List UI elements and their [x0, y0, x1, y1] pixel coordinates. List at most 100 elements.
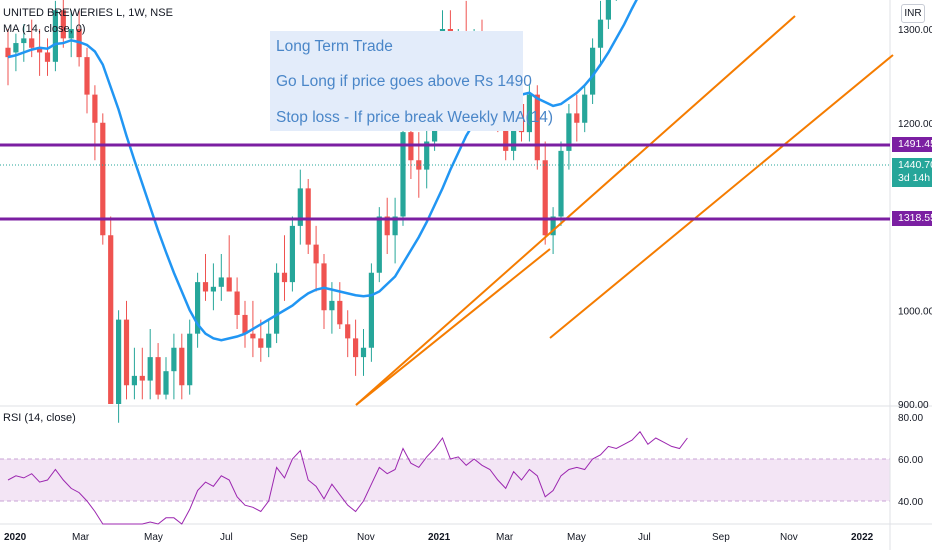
candle-body [84, 57, 90, 95]
price-tick-label: 1300.00 [898, 25, 932, 36]
candle-body [534, 94, 540, 161]
candle-body [218, 277, 224, 287]
ma-line [7, 0, 638, 342]
rsi-indicator-label[interactable]: RSI (14, close) [3, 412, 76, 424]
rsi-tick-label: 80.00 [898, 413, 923, 424]
time-tick-label: Sep [712, 532, 730, 543]
candle-body [392, 216, 398, 236]
candle-body [582, 94, 588, 123]
time-tick-label: May [567, 532, 586, 543]
candle-body [266, 333, 272, 348]
time-tick-label: Mar [72, 532, 90, 543]
time-tick-label: Nov [780, 532, 798, 543]
candle-body [202, 282, 209, 292]
candle-body [329, 300, 335, 311]
candle-body [116, 319, 122, 404]
note-line-1: Long Term Trade [276, 38, 393, 55]
candle-body [250, 333, 256, 339]
resistance-price-tag: 1491.45 [892, 137, 932, 152]
candle-body [226, 277, 232, 292]
price-tick-label: 1200.00 [898, 119, 932, 130]
candle-body [163, 371, 169, 395]
price-tick-label: 900.00 [898, 400, 929, 411]
candle-body [566, 113, 572, 151]
candle-body [424, 141, 430, 170]
candle-body [147, 357, 153, 381]
candle-body [360, 347, 367, 358]
candle-body [368, 272, 374, 348]
channel-base [355, 248, 551, 406]
rsi-line [7, 430, 688, 525]
candle-body [400, 132, 406, 217]
time-tick-label: Jul [220, 532, 233, 543]
candle-body [558, 150, 564, 217]
bar-countdown: 3d 14h [898, 172, 931, 184]
rsi-tick-label: 60.00 [898, 455, 923, 466]
candle-body [503, 122, 509, 151]
candle-body [313, 244, 319, 264]
candle-body [5, 47, 11, 58]
channel-upper [355, 15, 796, 406]
candle-body [234, 291, 240, 315]
channel-lower [549, 54, 894, 339]
ma-indicator-label[interactable]: MA (14, close, 0) [3, 23, 86, 35]
candle-body [258, 338, 264, 348]
candle-body [242, 314, 248, 334]
note-line-3: Stop loss - If price break Weekly MA(14) [276, 109, 554, 126]
candle-body [210, 286, 216, 292]
candle-body [597, 19, 604, 48]
candle-body [574, 113, 580, 123]
candle-body [550, 216, 556, 236]
candle-body [526, 94, 532, 133]
time-tick-label: Nov [357, 532, 375, 543]
time-tick-label: Mar [496, 532, 514, 543]
candle-body [416, 160, 422, 170]
time-tick-label: 2021 [428, 532, 451, 543]
currency-button[interactable]: INR [901, 4, 925, 23]
last-price-value: 1440.70 [898, 159, 932, 171]
candle-body [353, 338, 359, 358]
candle-body [605, 0, 611, 20]
candle-body [37, 47, 43, 53]
candle-body [108, 235, 114, 404]
candle-body [60, 10, 66, 39]
candle-body [131, 375, 137, 386]
time-tick-label: Sep [290, 532, 308, 543]
candle-body [195, 282, 201, 334]
candle-body [139, 375, 145, 381]
candle-body [187, 333, 193, 386]
time-tick-label: May [144, 532, 163, 543]
trade-note-box [270, 31, 523, 131]
candle-body [100, 122, 106, 236]
note-line-2: Go Long if price goes above Rs 1490 [276, 73, 532, 90]
candle-body [297, 188, 303, 226]
candle-body [155, 357, 161, 395]
candle-body [21, 38, 27, 44]
candle-body [92, 94, 98, 123]
candle-body [281, 272, 288, 283]
rsi-tick-label: 40.00 [898, 497, 923, 508]
time-tick-label: 2020 [4, 532, 27, 543]
time-tick-label: Jul [638, 532, 651, 543]
candle-body [171, 347, 177, 372]
candle-body [274, 272, 280, 334]
time-tick-label: 2022 [851, 532, 874, 543]
candle-body [179, 347, 185, 386]
candle-body [590, 47, 596, 95]
candle-body [44, 52, 51, 62]
candle-body [29, 38, 35, 48]
candle-body [305, 188, 311, 245]
support-price-tag: 1318.55 [892, 211, 932, 226]
symbol-title[interactable]: UNITED BREWERIES L, 1W, NSE [3, 7, 173, 19]
candle-body [345, 324, 351, 339]
last-price-tag: 1440.70 3d 14h [892, 158, 932, 187]
candle-body [337, 300, 343, 325]
candle-body [289, 225, 295, 283]
rsi-band [0, 459, 890, 501]
candle-body [542, 160, 548, 236]
candle-body [68, 29, 74, 39]
candle-body [13, 43, 19, 53]
candle-body [384, 216, 390, 236]
price-tick-label: 1000.00 [898, 306, 932, 317]
